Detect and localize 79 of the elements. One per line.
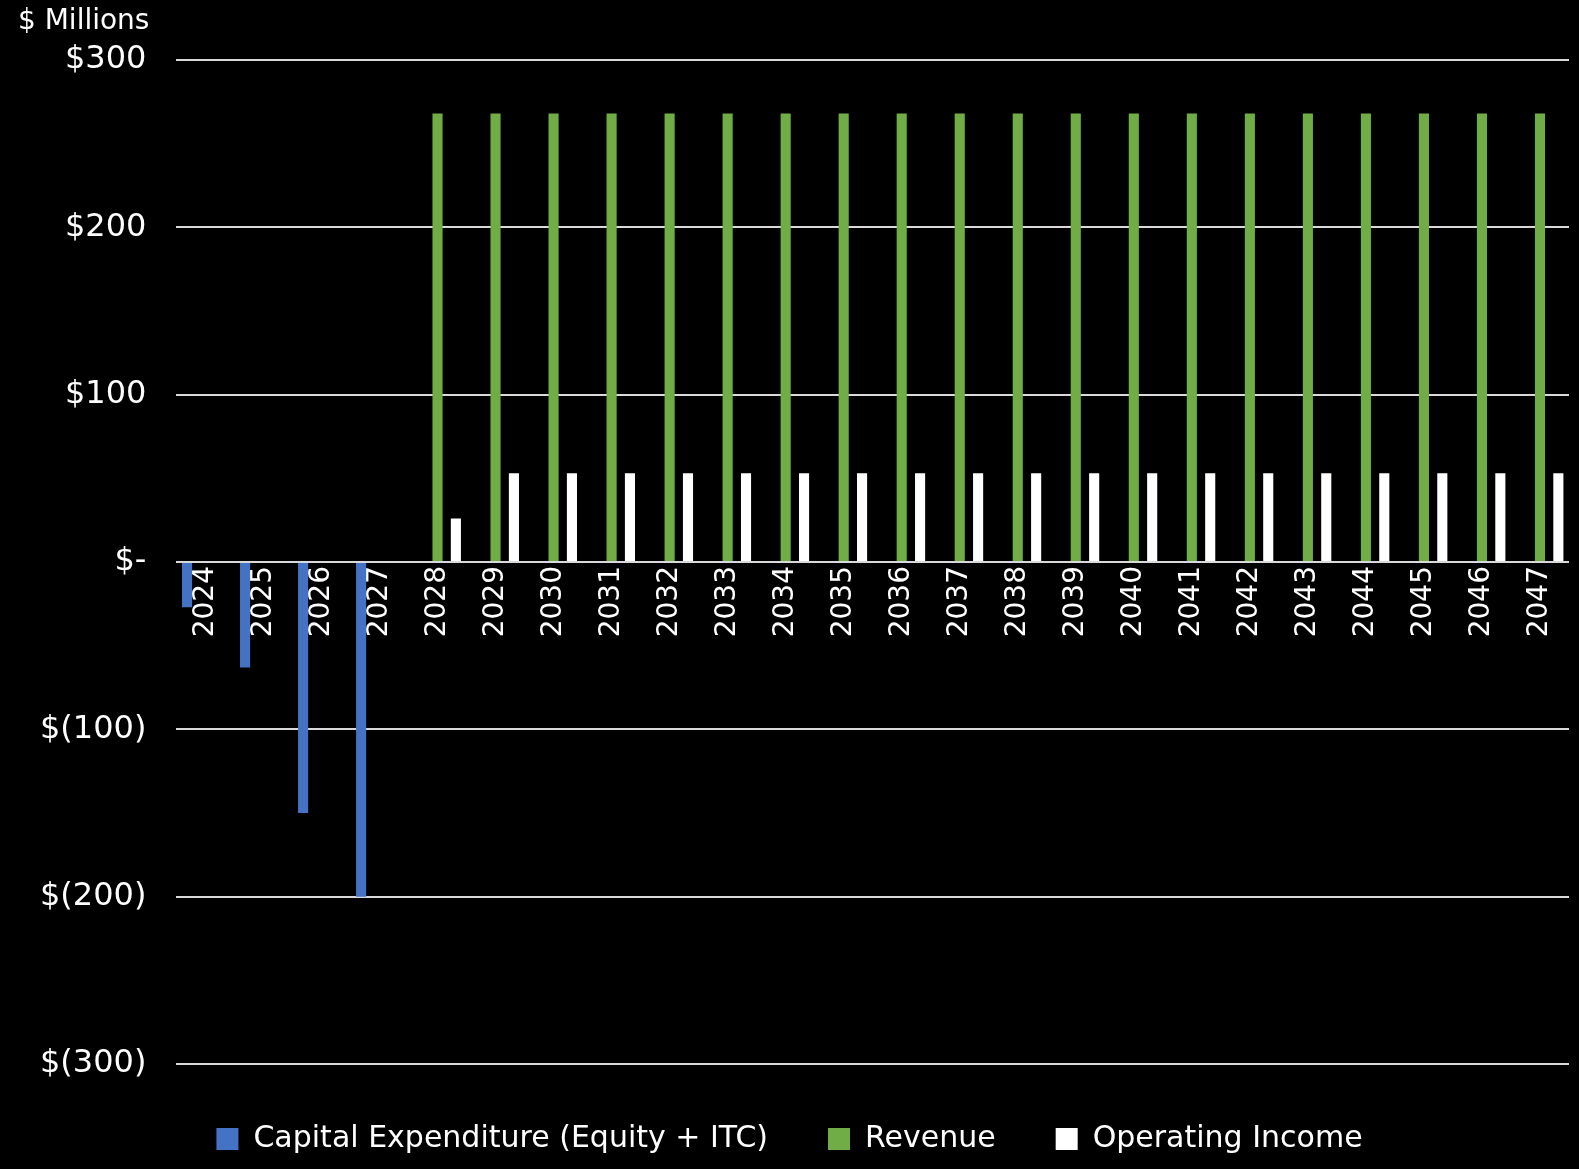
x-tick-label: 2026 <box>302 566 336 638</box>
bar <box>1031 473 1042 561</box>
x-tick-label: 2027 <box>360 566 394 638</box>
bar <box>566 473 577 561</box>
bar <box>740 473 752 561</box>
legend-label: Operating Income <box>1092 1118 1363 1154</box>
x-tick-label: 2029 <box>476 566 510 638</box>
bar <box>722 113 733 561</box>
x-tick-label: 2036 <box>883 566 916 638</box>
x-tick-label: 2044 <box>1347 566 1381 638</box>
y-axis-title: $ Millions <box>18 3 150 37</box>
bar <box>508 473 519 561</box>
y-tick-label: $- <box>114 540 147 579</box>
y-tick-label: $(100) <box>40 707 147 746</box>
y-tick-label: $200 <box>64 205 147 244</box>
x-tick-label: 2031 <box>592 566 626 638</box>
bar <box>780 113 791 561</box>
x-tick-label: 2038 <box>999 566 1033 638</box>
bar <box>1418 113 1429 561</box>
bar <box>915 473 926 561</box>
bar <box>1302 113 1313 561</box>
bar <box>1070 113 1081 561</box>
bar <box>896 113 907 561</box>
bar <box>682 473 694 561</box>
y-tick-label: $(200) <box>40 874 147 913</box>
bar <box>954 113 965 561</box>
bar <box>356 563 367 897</box>
x-tick-label: 2024 <box>186 566 220 638</box>
bar <box>1089 473 1100 561</box>
legend-label: Revenue <box>865 1118 996 1154</box>
y-tick-label: $100 <box>64 372 147 411</box>
bar <box>1360 113 1371 561</box>
bar <box>450 518 461 561</box>
bar <box>1147 473 1158 561</box>
bar <box>181 563 193 608</box>
x-tick-label: 2042 <box>1231 566 1265 638</box>
bar <box>857 473 868 561</box>
bar <box>1205 473 1216 561</box>
bar <box>606 113 617 561</box>
x-tick-label: 2047 <box>1521 566 1555 638</box>
bar <box>1534 113 1546 561</box>
bar <box>1244 113 1255 561</box>
bar <box>973 473 984 561</box>
y-tick-label: $(300) <box>40 1042 147 1081</box>
x-tick-label: 2025 <box>244 566 278 638</box>
x-tick-label: 2041 <box>1173 566 1207 638</box>
x-tick-label: 2043 <box>1289 566 1323 638</box>
bar <box>1128 113 1139 561</box>
bar <box>1186 113 1197 561</box>
x-tick-label: 2034 <box>766 566 800 638</box>
bar <box>838 113 849 561</box>
x-tick-label: 2040 <box>1115 566 1149 638</box>
y-tick-label: $300 <box>64 38 147 77</box>
x-tick-label: 2030 <box>534 566 568 638</box>
bar <box>1321 473 1332 561</box>
bar <box>1553 473 1564 561</box>
bar <box>490 113 501 561</box>
bar <box>548 113 559 561</box>
bar <box>1437 473 1448 561</box>
x-tick-label: 2046 <box>1463 566 1497 638</box>
bar <box>798 473 810 561</box>
bar <box>1495 473 1506 561</box>
x-tick-label: 2037 <box>941 566 975 638</box>
bar <box>240 563 251 668</box>
bar <box>1012 113 1023 561</box>
x-tick-label: 2028 <box>418 566 452 638</box>
bar <box>1476 113 1488 561</box>
bar <box>1379 473 1390 561</box>
legend-label: Capital Expenditure (Equity + ITC) <box>253 1118 769 1154</box>
x-tick-label: 2045 <box>1405 566 1439 638</box>
bar <box>1263 473 1274 561</box>
bar <box>664 113 675 561</box>
x-tick-label: 2033 <box>708 566 742 638</box>
x-tick-label: 2039 <box>1057 566 1091 638</box>
x-tick-label: 2035 <box>824 566 858 638</box>
bar <box>432 113 443 561</box>
bar <box>624 473 636 561</box>
bar <box>298 563 309 813</box>
x-tick-label: 2032 <box>650 566 684 638</box>
